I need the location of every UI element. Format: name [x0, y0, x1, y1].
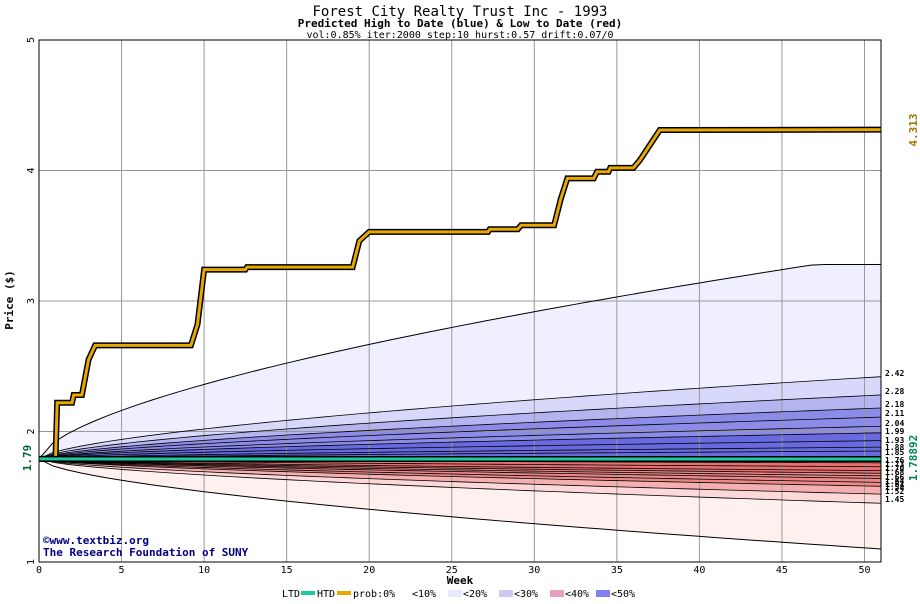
legend: LTD HTD prob:0% <10% <20% <30% <40% <50% [282, 589, 635, 600]
chart-subtitle: Predicted High to Date (blue) & Low to D… [298, 17, 623, 30]
x-tick-label-3: 15 [281, 565, 293, 576]
blue-right-label-2: 2.18 [885, 400, 904, 409]
y-tick-label-4: 5 [26, 37, 37, 43]
red-right-label-9: 1.45 [885, 495, 904, 504]
chart-params: vol:0.85% iter:2000 step:10 hurst:0.57 d… [306, 30, 613, 41]
x-tick-label-9: 45 [776, 565, 788, 576]
x-tick-label-4: 20 [363, 565, 375, 576]
legend-prob-label: prob:0% [353, 589, 395, 600]
legend-p20-label: <20% [463, 589, 487, 600]
x-tick-label-0: 0 [36, 565, 42, 576]
legend-swatch-10 [448, 590, 462, 597]
right-value-labels: 2.422.282.182.112.041.991.931.881.851.76… [885, 369, 904, 504]
x-tick-label-10: 50 [858, 565, 870, 576]
legend-swatch-0 [397, 590, 411, 597]
legend-swatch-40 [596, 590, 610, 597]
htd-final-label: 4.313 [907, 113, 920, 146]
x-axis-label: Week [447, 574, 474, 587]
x-tick-label-8: 40 [693, 565, 705, 576]
ltd-final-label: 1.78892 [907, 435, 920, 481]
y-tick-label-3: 4 [26, 167, 37, 173]
legend-p10-label: <10% [412, 589, 436, 600]
probability-bands [39, 264, 881, 548]
legend-p40-label: <40% [565, 589, 589, 600]
y-axis-label: Price ($) [3, 270, 16, 330]
x-tick-label-2: 10 [198, 565, 210, 576]
legend-htd-label: HTD [317, 589, 335, 600]
y-tick-label-1: 2 [26, 428, 37, 434]
start-price-label: 1.79 [21, 445, 34, 472]
legend-ltd-swatch [301, 591, 315, 595]
blue-right-label-3: 2.11 [885, 409, 904, 418]
blue-right-label-5: 1.99 [885, 427, 904, 436]
legend-htd-swatch [337, 591, 351, 595]
x-tick-label-6: 30 [528, 565, 540, 576]
legend-swatch-30 [550, 590, 564, 597]
legend-swatch-20 [499, 590, 513, 597]
y-tick-label-0: 1 [26, 559, 37, 565]
x-tick-label-1: 5 [119, 565, 125, 576]
x-tick-label-7: 35 [611, 565, 623, 576]
legend-ltd-label: LTD [282, 589, 300, 600]
legend-p50-label: <50% [611, 589, 635, 600]
credit-line-2: The Research Foundation of SUNY [43, 546, 249, 559]
blue-right-label-1: 2.28 [885, 387, 904, 396]
blue-right-label-0: 2.42 [885, 369, 904, 378]
y-tick-label-2: 3 [26, 298, 37, 304]
legend-p30-label: <30% [514, 589, 538, 600]
